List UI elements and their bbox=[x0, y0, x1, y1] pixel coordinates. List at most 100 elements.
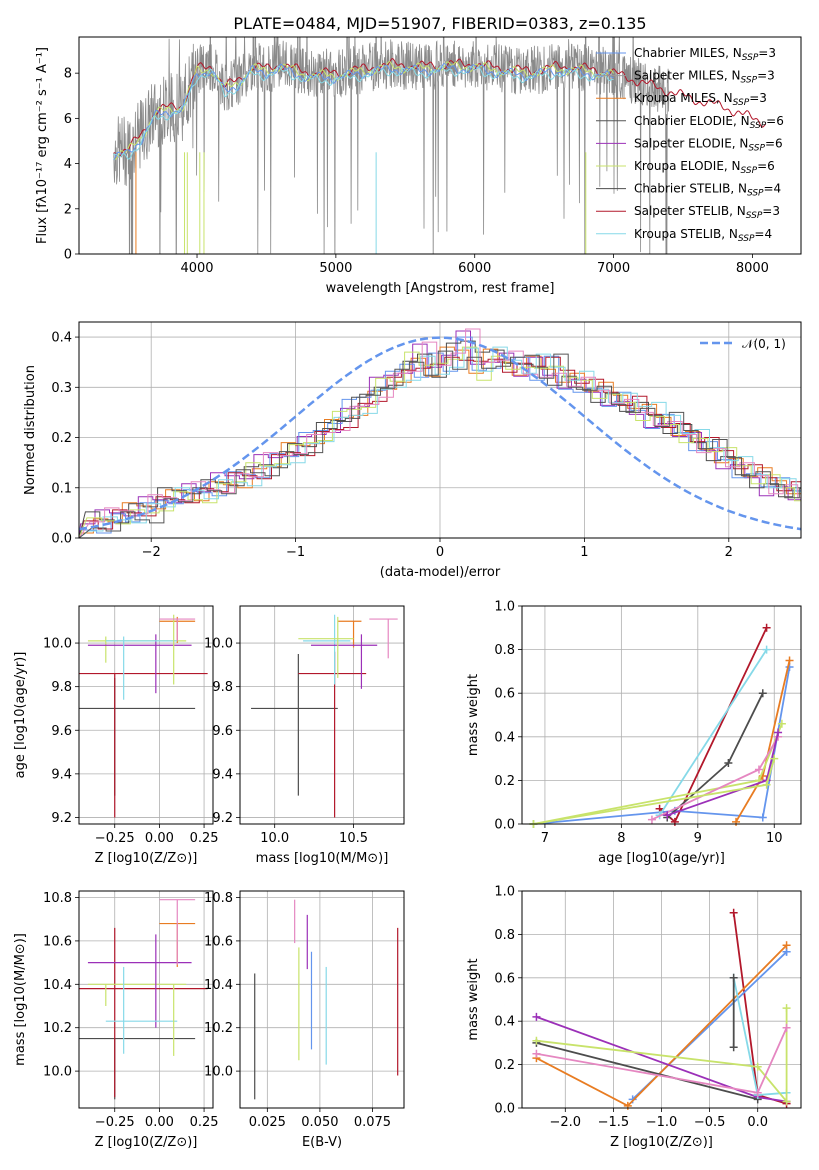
legend-subscript: SSP bbox=[746, 211, 763, 221]
axes-frame bbox=[78, 321, 802, 539]
y-tick-label: 9.4 bbox=[51, 767, 72, 782]
y-tick-label: 0.4 bbox=[51, 331, 72, 346]
y-tick-label: 10.8 bbox=[43, 891, 72, 906]
age-vs-mass-axes: 10.0 10.5 9.2 9.4 9.6 9.8 10.0 mass [log10(M/M⊙… bbox=[204, 605, 405, 866]
y-tick-label: 9.6 bbox=[212, 724, 233, 739]
y-axis-label: mass weight bbox=[466, 958, 481, 1040]
massweight-marker bbox=[532, 1012, 541, 1021]
massweight-marker bbox=[774, 728, 783, 737]
massweight-marker bbox=[762, 645, 771, 654]
massweight-marker bbox=[753, 1088, 762, 1097]
y-tick-label: 0.6 bbox=[494, 971, 515, 986]
x-axis-label: Z [log10(Z/Z⊙)] bbox=[95, 851, 198, 866]
massweight-marker bbox=[729, 1043, 738, 1052]
mass-vs-metallicity-axes: −0.25 0.00 0.25 10.0 10.2 10.4 10.6 10.8 Z [log1… bbox=[13, 890, 219, 1150]
massweight-line bbox=[533, 666, 791, 825]
legend-label: Kroupa STELIB, NSSP=4 bbox=[634, 227, 772, 244]
age-vs-metallicity-axes: −0.25 0.00 0.25 9.2 9.4 9.6 9.8 10.0 Z [log10(Z/… bbox=[13, 605, 219, 866]
massweight-marker bbox=[782, 941, 791, 950]
x-tick-label: 0.00 bbox=[145, 831, 174, 846]
x-axis-label: E(B-V) bbox=[302, 1135, 342, 1150]
axes-frame bbox=[521, 890, 802, 1109]
axes-frame bbox=[78, 890, 214, 1109]
x-tick-label: −2 bbox=[142, 545, 161, 560]
x-tick-label: −1.5 bbox=[598, 1115, 630, 1130]
y-tick-label: 4 bbox=[64, 157, 72, 172]
legend-value: =6 bbox=[757, 159, 775, 173]
x-tick-label: 0.00 bbox=[145, 1115, 174, 1130]
massweight-marker bbox=[782, 1097, 791, 1106]
x-tick-label: −2.0 bbox=[550, 1115, 582, 1130]
y-tick-label: 0.6 bbox=[494, 687, 515, 702]
y-tick-label: 0.2 bbox=[494, 774, 515, 789]
massweight-marker bbox=[758, 689, 767, 698]
legend-label: Chabrier ELODIE, NSSP=6 bbox=[634, 114, 784, 131]
legend-subscript: SSP bbox=[733, 98, 750, 108]
x-tick-label: 8000 bbox=[736, 261, 769, 276]
legend-subscript: SSP bbox=[741, 166, 758, 176]
massweight-line bbox=[659, 627, 768, 824]
y-tick-label: 0.8 bbox=[494, 928, 515, 943]
x-tick-label: −1 bbox=[286, 545, 305, 560]
y-axis-label: Normed distribution bbox=[23, 365, 38, 495]
model-spectrum-line bbox=[113, 63, 614, 161]
y-tick-label: 10.4 bbox=[204, 978, 233, 993]
massweight-marker bbox=[729, 908, 738, 917]
x-tick-label: 10.0 bbox=[260, 831, 289, 846]
model-spectrum-line bbox=[113, 60, 615, 160]
gaussian-curve bbox=[79, 336, 801, 531]
x-tick-label: −1.0 bbox=[646, 1115, 678, 1130]
massweight-marker bbox=[663, 811, 672, 820]
y-tick-label: 1.0 bbox=[494, 885, 515, 900]
y-tick-label: 0.4 bbox=[494, 1015, 515, 1030]
massweight-line bbox=[658, 649, 768, 816]
x-axis-label: Z [log10(Z/Z⊙)] bbox=[610, 1135, 713, 1150]
axes-frame bbox=[521, 605, 802, 825]
massweight-marker bbox=[777, 719, 786, 728]
y-tick-label: 2 bbox=[64, 202, 72, 217]
histogram-legend: 𝒩(0, 1) bbox=[700, 337, 786, 351]
y-tick-label: 0 bbox=[64, 248, 72, 263]
massweight-marker bbox=[782, 1023, 791, 1032]
y-tick-label: 0.0 bbox=[494, 1102, 515, 1117]
y-axis-label: age [log10(age/yr)] bbox=[13, 652, 28, 779]
y-tick-label: 0.8 bbox=[494, 643, 515, 658]
x-tick-label: 10 bbox=[766, 831, 783, 846]
massweight-marker bbox=[758, 813, 767, 822]
legend-value: =4 bbox=[764, 182, 782, 196]
observed-spectrum-line bbox=[113, 37, 670, 254]
y-tick-label: 8 bbox=[64, 67, 72, 82]
x-tick-label: 0.050 bbox=[301, 1115, 338, 1130]
residual-histogram-axes: −2 −1 0 1 2 0.0 0.1 0.2 0.3 0.4 (data-model)/error… bbox=[23, 321, 802, 580]
x-tick-label: 9 bbox=[694, 831, 702, 846]
histogram-plot-area bbox=[79, 328, 801, 538]
legend-subscript: SSP bbox=[747, 189, 764, 199]
y-tick-label: 10.8 bbox=[204, 891, 233, 906]
x-tick-label: 8 bbox=[617, 831, 625, 846]
y-tick-label: 9.6 bbox=[51, 724, 72, 739]
y-tick-label: 0.2 bbox=[51, 431, 72, 446]
y-tick-label: 9.2 bbox=[51, 811, 72, 826]
x-axis-label: Z [log10(Z/Z⊙)] bbox=[95, 1135, 198, 1150]
y-tick-label: 10.0 bbox=[43, 637, 72, 652]
x-tick-label: 4000 bbox=[180, 261, 213, 276]
y-tick-label: 10.2 bbox=[204, 1021, 233, 1036]
legend-label: Salpeter STELIB, NSSP=3 bbox=[634, 204, 780, 221]
x-axis-label: mass [log10(M/M⊙)] bbox=[256, 851, 389, 866]
massweight-line bbox=[732, 912, 787, 1105]
massweight-line bbox=[536, 1008, 788, 1104]
x-axis-label: age [log10(age/yr)] bbox=[598, 851, 725, 866]
massweight-vs-age-axes: 7 8 9 10 0.0 0.2 0.4 0.6 0.8 1.0 age [log10(age/yr… bbox=[466, 600, 802, 866]
legend-value: =3 bbox=[762, 204, 780, 218]
x-tick-label: 7000 bbox=[597, 261, 630, 276]
y-tick-label: 0.4 bbox=[494, 730, 515, 745]
massweight-line bbox=[536, 1042, 758, 1101]
y-tick-label: 10.0 bbox=[204, 1065, 233, 1080]
x-tick-label: 7 bbox=[541, 831, 549, 846]
x-tick-label: 2 bbox=[725, 545, 733, 560]
y-tick-label: 0.2 bbox=[494, 1058, 515, 1073]
massweight-marker bbox=[753, 1062, 762, 1071]
massweight-marker bbox=[762, 623, 771, 632]
legend-subscript: SSP bbox=[738, 234, 755, 244]
